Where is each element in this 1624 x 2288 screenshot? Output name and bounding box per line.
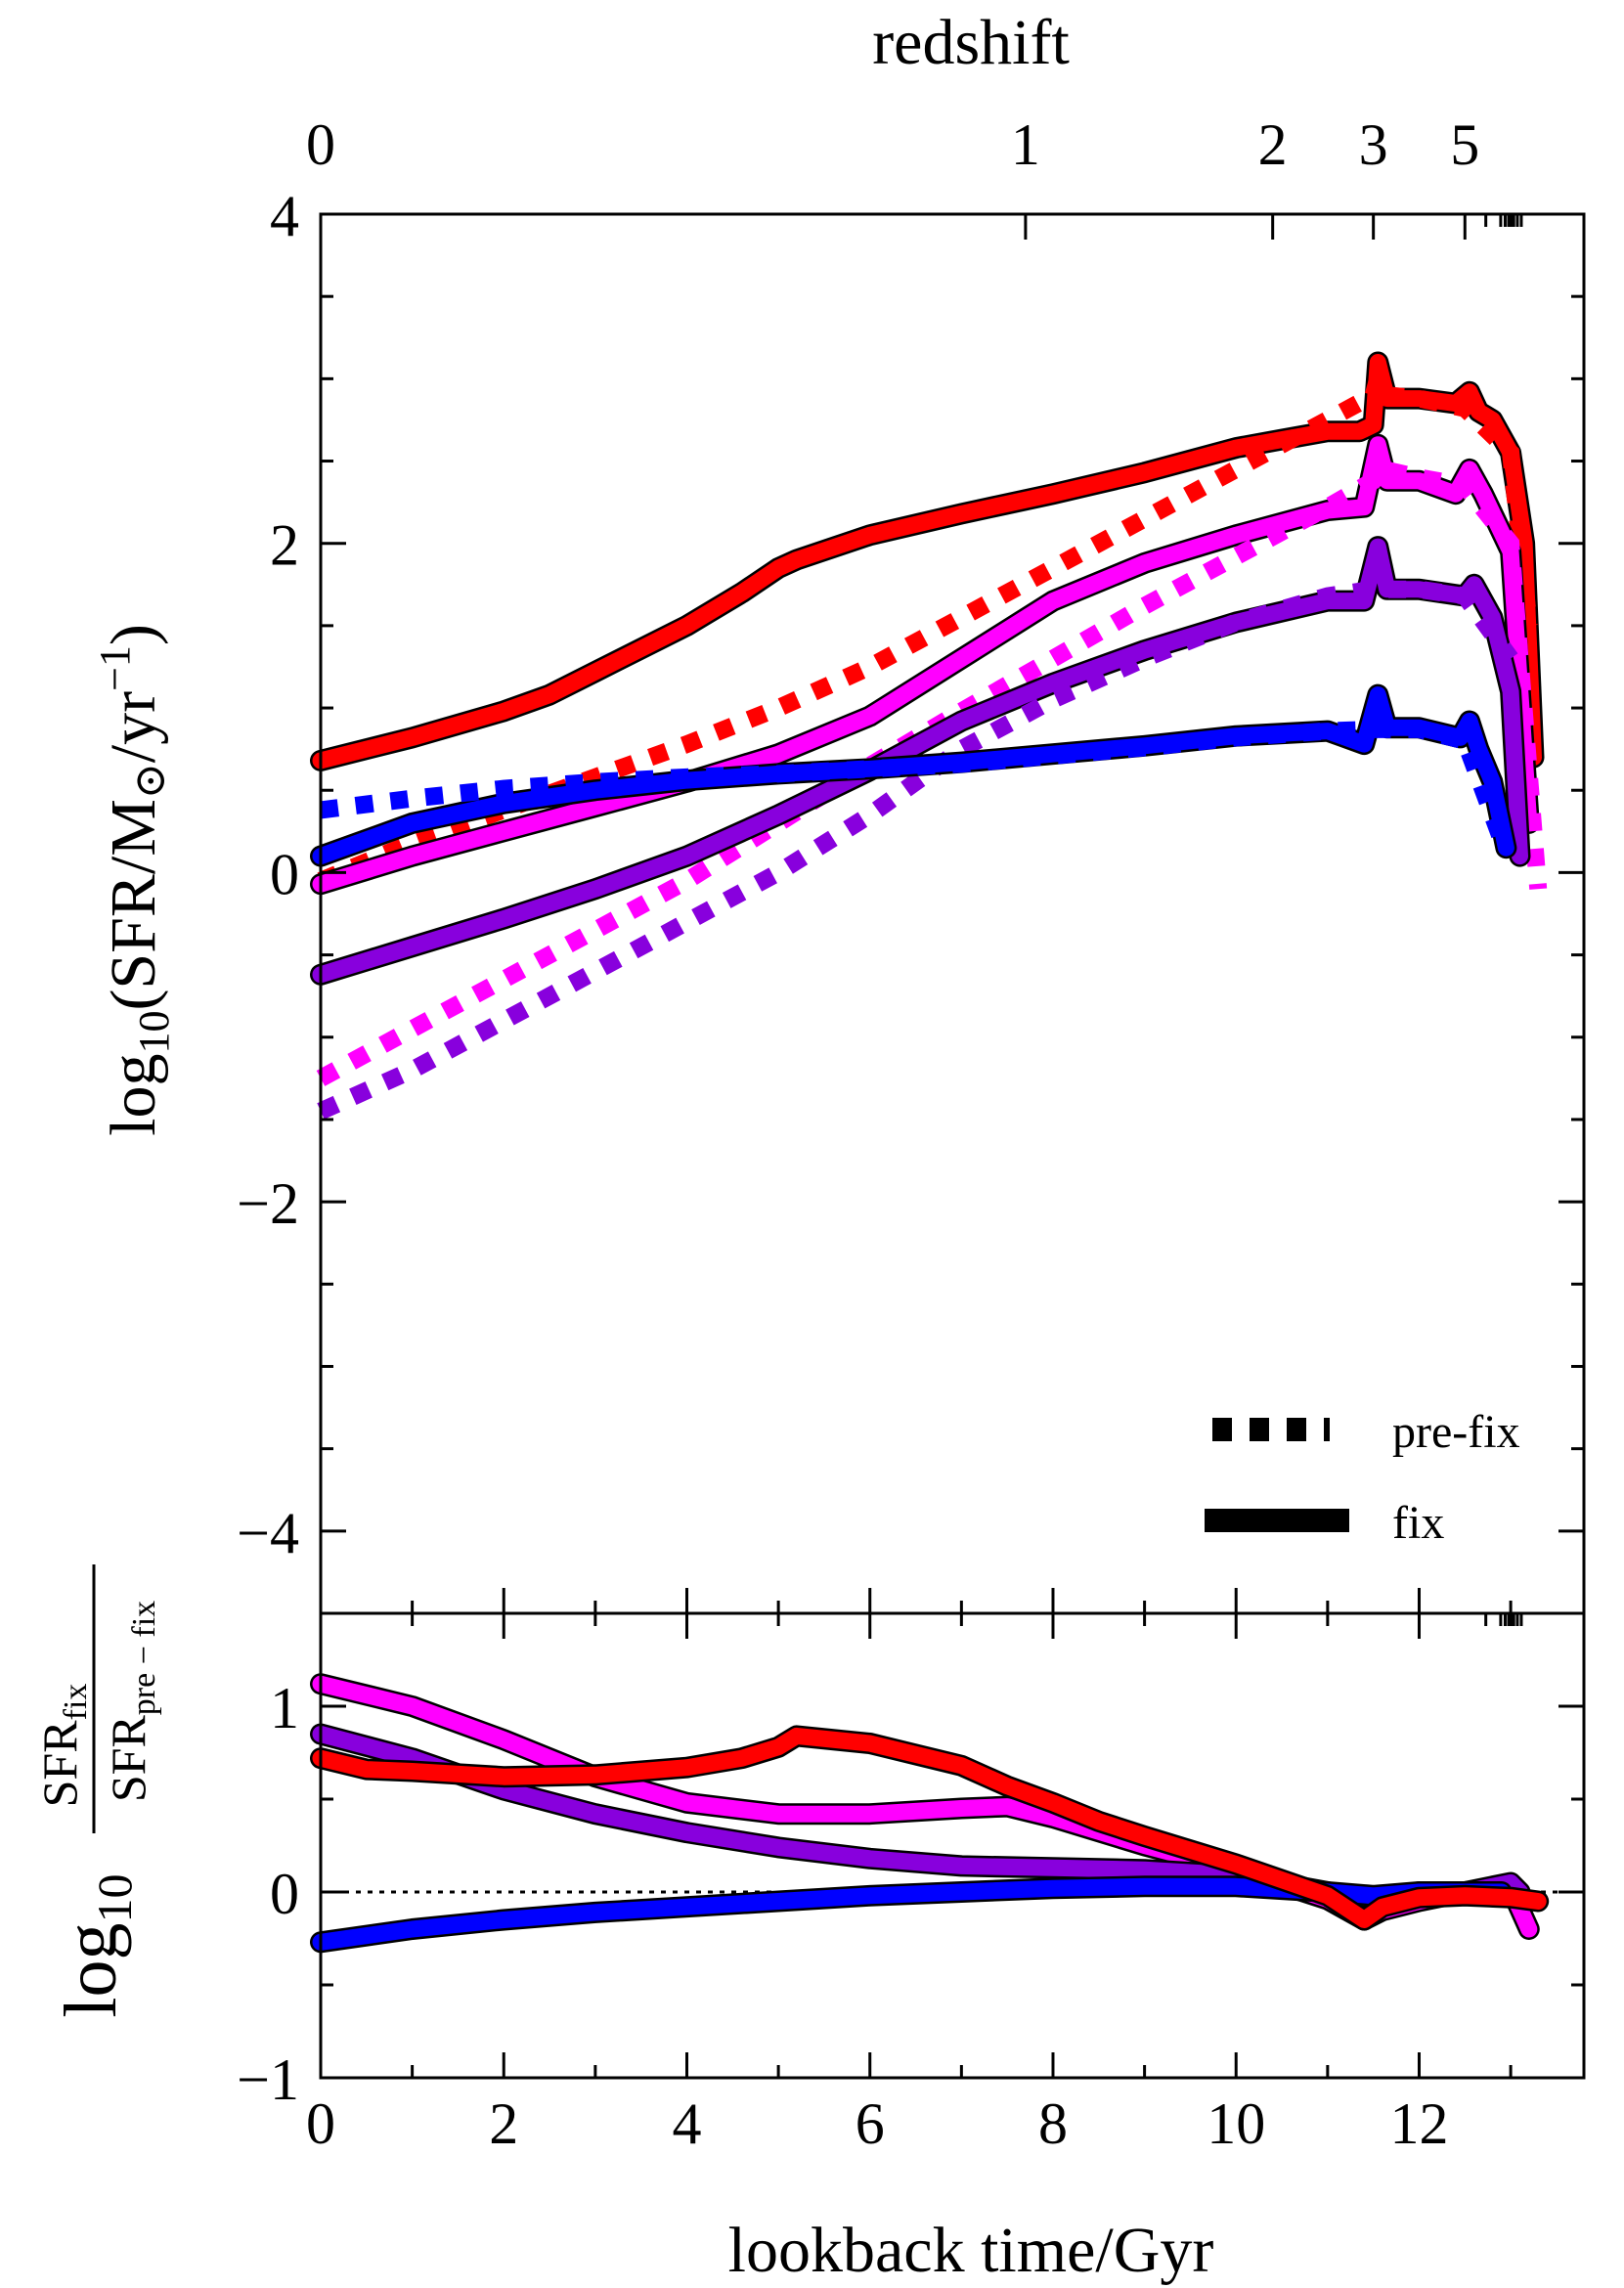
x-axis-label: lookback time/Gyr	[728, 2215, 1214, 2286]
redshift-tick-label: 5	[1450, 112, 1479, 177]
top-y-tick-label: 4	[270, 184, 299, 248]
x-tick-label: 0	[306, 2091, 335, 2156]
x-tick-label: 2	[489, 2091, 518, 2156]
top-y-tick-label: −2	[237, 1171, 299, 1236]
bottom-panel-frame: 10−10 2 4 6 8 10 12	[237, 1611, 1586, 2156]
bottom-panel-series	[310, 1673, 1584, 1954]
bottom-y-axis-label: log10 SFRfix SFRpre − fix	[32, 1564, 162, 2018]
top-y-tick-label: 0	[270, 842, 299, 906]
redshift-tick-label: 1	[1011, 112, 1040, 177]
bottom-y-tick-label: 0	[270, 1862, 299, 1926]
redshift-tick-label: 0	[306, 112, 335, 177]
top-series-red-fix	[312, 354, 1542, 770]
top-series-red-pre-fix	[317, 355, 1538, 890]
legend-fix-label: fix	[1392, 1497, 1444, 1549]
svg-text:log10(SFR/M⊙/yr−1): log10(SFR/M⊙/yr−1)	[91, 624, 178, 1136]
redshift-tick-label: 3	[1359, 112, 1388, 177]
top-series-purple-pre-fix	[317, 580, 1518, 1120]
legend-prefix-label: pre-fix	[1392, 1406, 1520, 1458]
top-panel-series	[310, 351, 1548, 1120]
bottom-series-red-ratio	[312, 1727, 1547, 1928]
top-series-red-fix-outline	[310, 351, 1545, 771]
legend: pre-fix fix	[1205, 1406, 1520, 1549]
redshift-tick-label: 2	[1258, 112, 1288, 177]
bottom-y-tick-label: −1	[237, 2047, 299, 2112]
svg-text:log10: log10	[50, 1873, 142, 2017]
svg-text:SFRpre − fix: SFRpre − fix	[101, 1601, 162, 1802]
top-series-magenta-pre-fix	[316, 459, 1548, 1086]
bottom-y-tick-label: 1	[270, 1676, 299, 1740]
top-y-tick-label: −4	[237, 1501, 299, 1565]
x-tick-label: 12	[1389, 2091, 1448, 2156]
top-y-axis-label: log10(SFR/M⊙/yr−1)	[91, 624, 178, 1136]
x-tick-label: 10	[1207, 2091, 1265, 2156]
x-tick-label: 8	[1038, 2091, 1068, 2156]
svg-text:SFRfix: SFRfix	[32, 1684, 94, 1808]
x-tick-label: 4	[672, 2091, 701, 2156]
bottom-panel-border	[319, 1611, 1586, 2080]
top-series-purple-fix	[312, 538, 1528, 984]
top-y-tick-label: 2	[270, 513, 299, 578]
top-axis-label: redshift	[872, 7, 1070, 78]
x-tick-label: 6	[856, 2091, 885, 2156]
